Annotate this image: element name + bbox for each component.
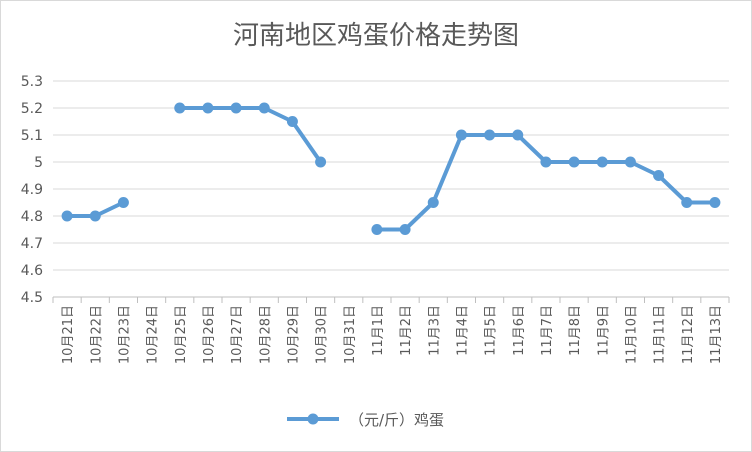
x-tick-label: 10月31日 <box>343 305 358 364</box>
x-tick-label: 11月7日 <box>540 305 555 356</box>
x-tick-label: 10月27日 <box>230 305 245 364</box>
data-point <box>286 116 298 127</box>
x-tick-label: 11月3日 <box>427 305 442 356</box>
x-tick-label: 10月29日 <box>286 305 301 364</box>
legend-label: （元/斤）鸡蛋 <box>349 411 444 429</box>
x-tick-label: 10月23日 <box>117 305 132 364</box>
y-tick-label: 5.2 <box>21 101 43 117</box>
chart-title: 河南地区鸡蛋价格走势图 <box>233 21 519 51</box>
x-tick-label: 11月8日 <box>568 305 583 356</box>
legend-marker <box>307 413 319 425</box>
x-tick-label: 10月22日 <box>89 305 104 364</box>
y-tick-label: 4.8 <box>21 209 43 225</box>
x-tick-label: 10月25日 <box>174 305 189 364</box>
y-tick-label: 4.5 <box>21 290 43 306</box>
data-point <box>568 156 580 168</box>
x-tick-label: 11月6日 <box>512 305 527 356</box>
data-point <box>484 129 496 141</box>
data-point <box>653 170 665 181</box>
y-tick-label: 4.9 <box>21 182 43 198</box>
data-point <box>596 156 608 168</box>
data-point <box>174 102 186 114</box>
x-tick-label: 11月2日 <box>399 305 414 356</box>
data-point <box>624 156 636 168</box>
y-tick-label: 5.3 <box>21 74 43 90</box>
data-point <box>540 156 552 168</box>
data-point <box>61 210 73 222</box>
data-point <box>230 102 242 114</box>
data-point <box>117 197 129 208</box>
x-tick-label: 11月10日 <box>624 305 639 364</box>
y-tick-label: 5.1 <box>21 128 43 144</box>
data-point <box>681 197 693 208</box>
x-tick-label: 10月21日 <box>61 305 76 364</box>
x-tick-label: 11月13日 <box>709 305 724 364</box>
x-tick-label: 10月24日 <box>146 305 161 364</box>
data-point <box>709 197 721 208</box>
x-tick-label: 11月5日 <box>484 305 499 356</box>
x-tick-label: 11月9日 <box>596 305 611 356</box>
x-tick-label: 11月11日 <box>653 305 668 364</box>
data-point <box>202 102 214 114</box>
y-tick-label: 4.6 <box>21 263 43 279</box>
data-point <box>399 224 411 235</box>
x-tick-label: 10月30日 <box>315 305 330 364</box>
x-tick-label: 11月12日 <box>681 305 696 364</box>
x-tick-label: 10月28日 <box>258 305 273 364</box>
series-line <box>65 106 717 232</box>
data-point <box>455 129 467 141</box>
data-point <box>512 129 524 141</box>
data-point <box>258 102 270 114</box>
data-point <box>315 156 327 168</box>
y-tick-label: 5 <box>34 155 43 171</box>
y-tick-label: 4.7 <box>21 236 43 252</box>
x-tick-label: 11月4日 <box>455 305 470 356</box>
data-point <box>427 197 439 208</box>
data-point <box>371 224 383 235</box>
x-tick-label: 10月26日 <box>202 305 217 364</box>
data-point <box>89 210 101 222</box>
x-tick-label: 11月1日 <box>371 305 386 356</box>
